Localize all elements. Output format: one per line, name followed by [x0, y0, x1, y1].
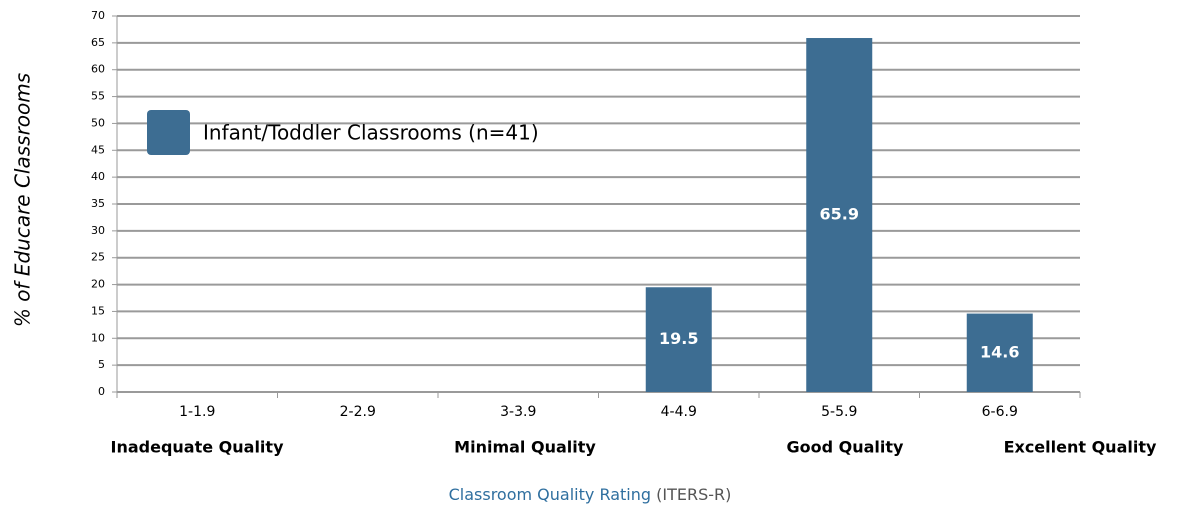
data-label: 65.9 [820, 205, 859, 224]
y-tick-label: 70 [91, 9, 105, 22]
bar [966, 313, 1033, 392]
y-tick-label: 15 [91, 304, 105, 317]
y-tick-label: 40 [91, 170, 105, 183]
x-axis-label-main: Classroom Quality Rating [449, 485, 651, 504]
y-axis-label: % of Educare Classrooms [11, 73, 35, 327]
legend-label: Infant/Toddler Classrooms (n=41) [203, 121, 539, 145]
quality-label: Minimal Quality [454, 438, 596, 457]
y-tick-label: 0 [98, 385, 105, 398]
data-label: 14.6 [980, 342, 1019, 361]
y-tick-label: 5 [98, 358, 105, 371]
x-tick-label: 3-3.9 [500, 404, 536, 420]
quality-label: Excellent Quality [1004, 438, 1157, 457]
x-axis-label: Classroom Quality Rating (ITERS-R) [449, 485, 732, 504]
quality-label: Inadequate Quality [111, 438, 285, 457]
y-tick-label: 25 [91, 251, 105, 264]
quality-label: Good Quality [787, 438, 905, 457]
y-tick-label: 45 [91, 143, 105, 156]
bar [806, 38, 873, 392]
x-axis-label-note: (ITERS-R) [656, 485, 731, 504]
y-tick-label: 60 [91, 63, 105, 76]
x-tick-label: 6-6.9 [982, 404, 1018, 420]
x-tick-label: 1-1.9 [179, 404, 215, 420]
x-tick-label: 2-2.9 [340, 404, 376, 420]
y-tick-label: 65 [91, 36, 105, 49]
x-tick-label: 5-5.9 [821, 404, 857, 420]
y-tick-label: 30 [91, 224, 105, 237]
y-tick-label: 35 [91, 197, 105, 210]
legend-swatch [147, 110, 190, 155]
bar [645, 287, 712, 392]
y-tick-label: 10 [91, 331, 105, 344]
data-label: 19.5 [659, 329, 698, 348]
y-tick-label: 20 [91, 278, 105, 291]
y-tick-label: 55 [91, 90, 105, 103]
x-tick-label: 4-4.9 [661, 404, 697, 420]
y-tick-label: 50 [91, 116, 105, 129]
